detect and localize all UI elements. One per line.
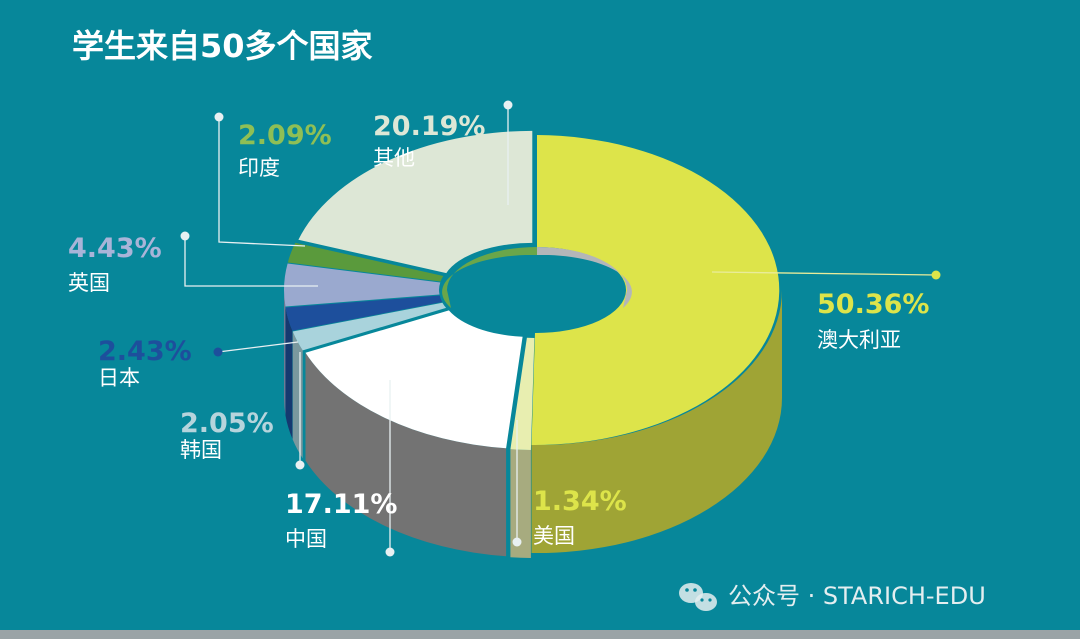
leader-dot-5 (180, 231, 190, 241)
slice-name-label: 英国 (68, 271, 110, 295)
watermark-text: 公众号 · STARICH-EDU (728, 582, 986, 610)
slice-top-6 (287, 242, 444, 282)
slice-side-4 (285, 307, 293, 439)
watermark: 公众号 · STARICH-EDU (679, 582, 986, 611)
slice-top-3 (292, 302, 447, 351)
slice-side-0 (531, 290, 783, 554)
slice-percent-label: 17.11% (285, 489, 397, 520)
leader-dot-6 (214, 112, 224, 122)
leader-line-5 (184, 236, 318, 287)
slice-percent-label: 2.43% (98, 336, 192, 367)
slice-percent-label: 1.34% (533, 486, 627, 517)
slice-side-2 (305, 352, 507, 557)
slice-percent-label: 20.19% (373, 111, 485, 142)
leader-dot-2 (385, 547, 395, 557)
slice-percent-label: 2.09% (238, 120, 332, 151)
slice-percent-label: 50.36% (817, 289, 929, 320)
chart-title: 学生来自50多个国家 (72, 27, 373, 65)
slice-percent-label: 2.05% (180, 408, 274, 439)
leader-line-6 (218, 117, 306, 247)
leader-dot-4 (213, 347, 223, 357)
slice-name-label: 美国 (533, 524, 575, 548)
leader-dot-7 (503, 100, 513, 110)
leader-dot-3 (295, 460, 305, 470)
slice-top-5 (284, 263, 441, 307)
leader-dot-0 (931, 270, 941, 280)
inner-wall-right (537, 247, 632, 308)
slice-top-0 (531, 135, 780, 446)
slice-name-label: 其他 (373, 146, 415, 170)
slice-side-5 (283, 289, 286, 415)
slice-name-label: 印度 (238, 156, 280, 180)
slice-name-label: 日本 (98, 366, 140, 390)
inner-wall-left (442, 247, 537, 308)
slice-side-1 (510, 449, 531, 558)
wechat-icon (679, 583, 717, 611)
slice-side-3 (292, 331, 303, 459)
slice-top-2 (305, 310, 523, 449)
leader-line-0 (711, 271, 937, 276)
leader-line-4 (217, 341, 299, 353)
leader-dot-1 (512, 537, 522, 547)
slice-name-label: 澳大利亚 (817, 328, 901, 352)
slice-top-7 (298, 130, 533, 274)
slice-name-label: 韩国 (180, 438, 222, 462)
slice-percent-label: 4.43% (68, 233, 162, 264)
slice-top-4 (285, 295, 443, 331)
bottom-bar (0, 630, 1080, 639)
slice-name-label: 中国 (285, 527, 327, 551)
